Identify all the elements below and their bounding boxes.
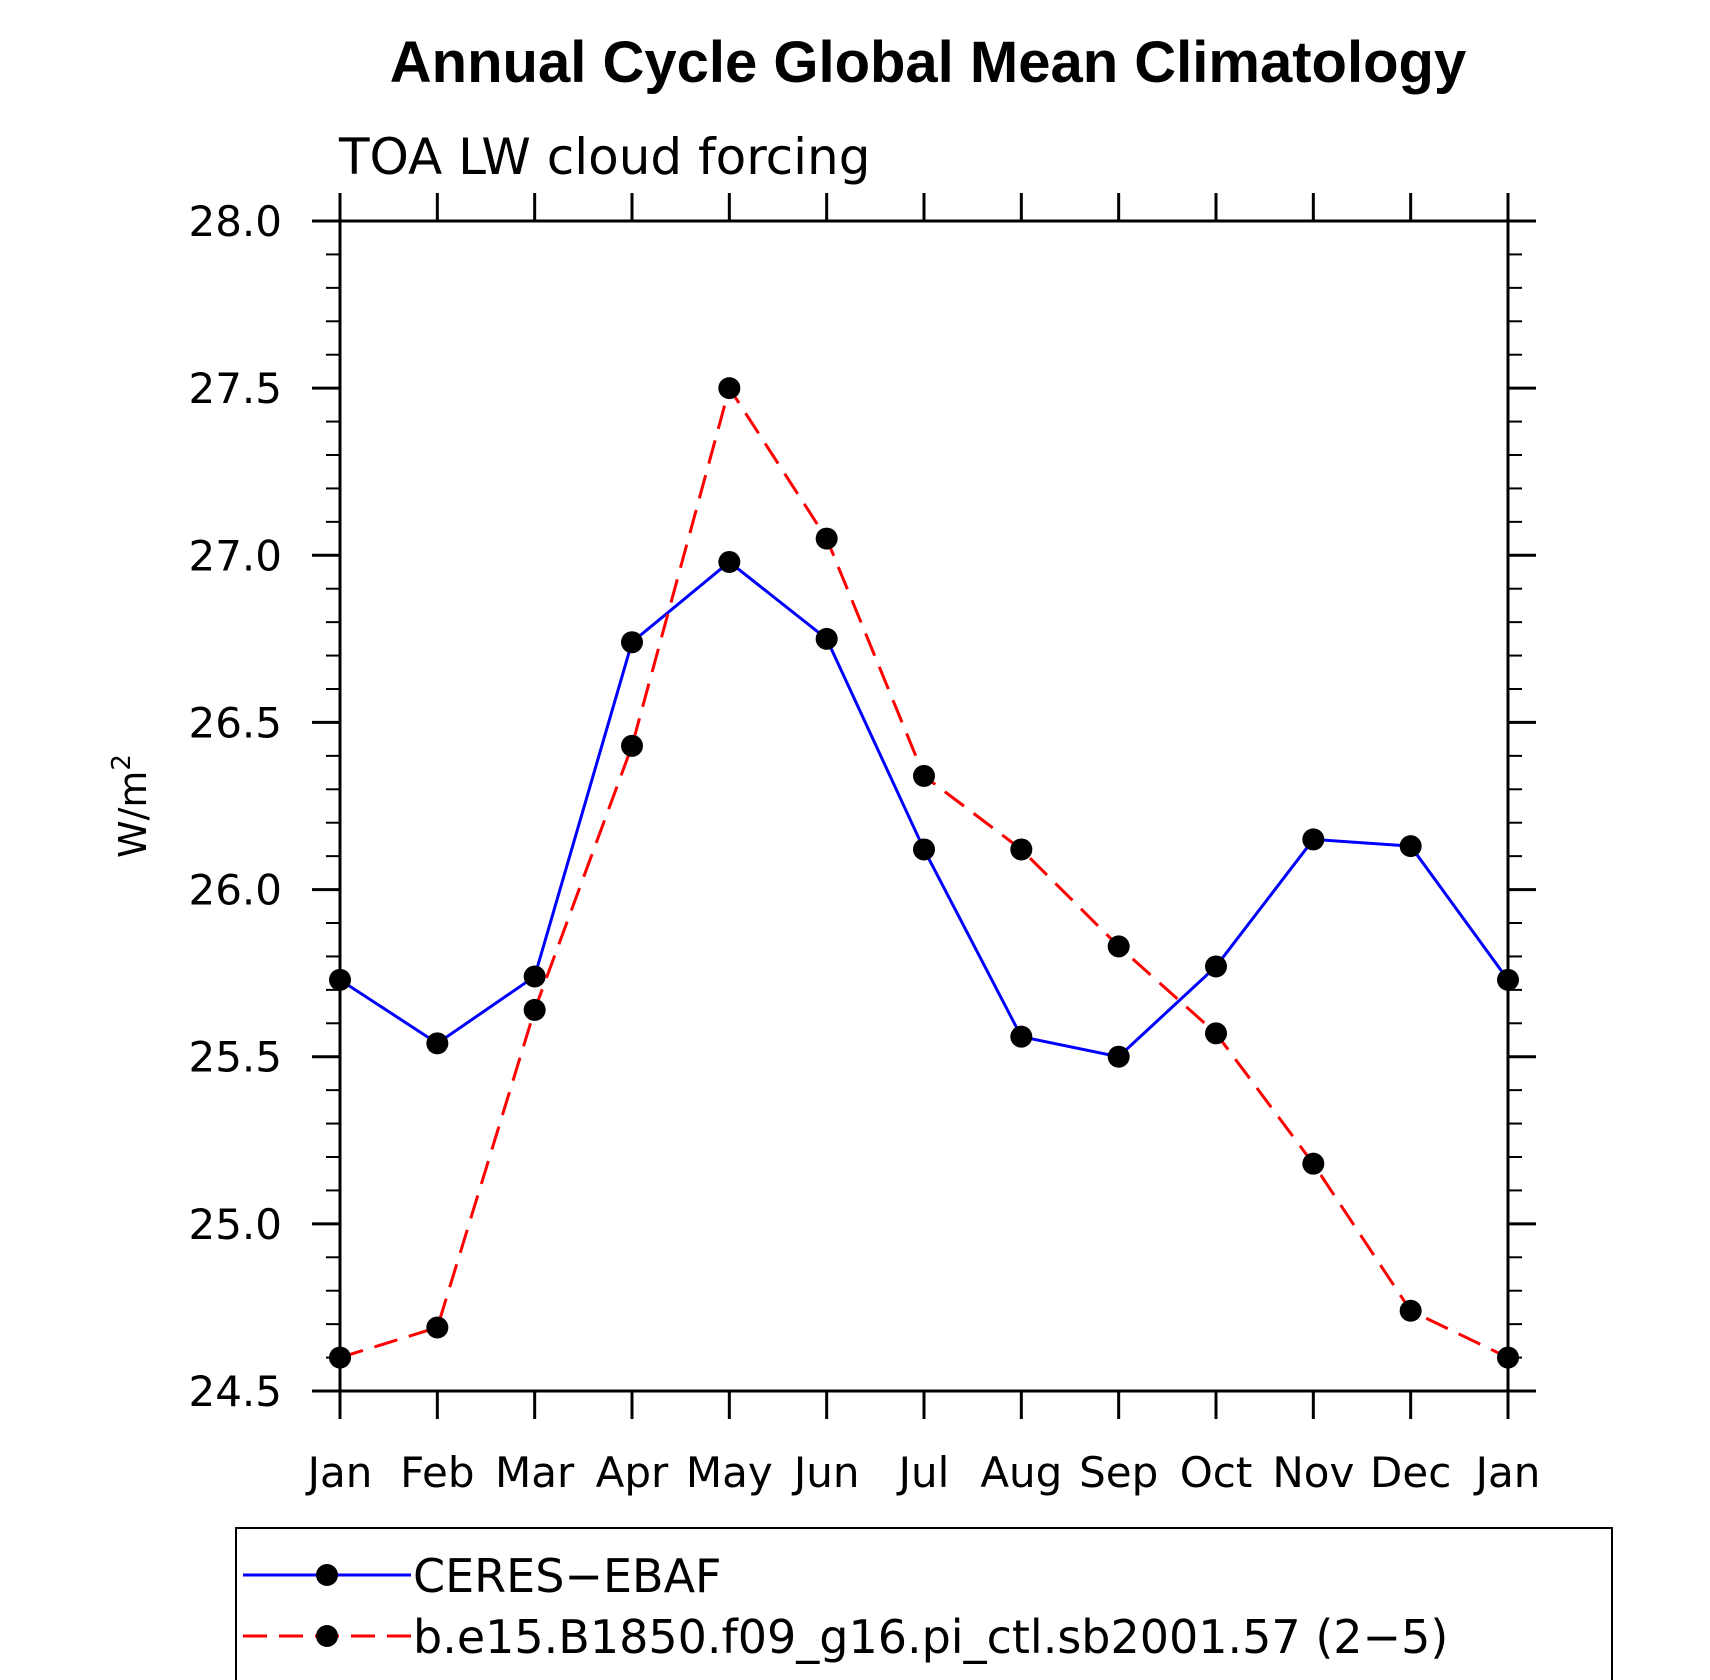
plot-frame: [338, 219, 1510, 1393]
y-tick-label: 25.0: [188, 1200, 282, 1249]
data-point: [1302, 1152, 1325, 1175]
series-line: [339, 560, 1510, 1059]
data-point: [523, 998, 546, 1021]
y-tick-label: 28.0: [188, 197, 282, 246]
data-point: [718, 550, 741, 573]
legend: CERES−EBAF b.e15.B1850.f09_g16.pi_ctl.sb2…: [235, 1527, 1613, 1680]
x-tick-label: Jan: [1473, 1448, 1541, 1497]
chart-title: Annual Cycle Global Mean Climatology: [390, 30, 1466, 95]
x-tick-label: Feb: [400, 1448, 474, 1497]
y-tick-label: 24.5: [188, 1367, 282, 1416]
legend-entry-1: CERES−EBAF: [243, 1549, 722, 1603]
x-tick-label: Nov: [1272, 1448, 1354, 1497]
series-2: [329, 377, 1519, 1369]
data-point: [329, 1346, 351, 1369]
series-line: [339, 384, 1509, 1360]
y-axis-label-superscript: 2: [107, 754, 137, 771]
plot-area: 24.5 25.0 25.5 26.0 26.5 27.0 27.5 28.0 Jan Feb M…: [188, 193, 1540, 1497]
data-point: [1497, 968, 1519, 991]
data-point: [523, 965, 546, 988]
data-point: [913, 764, 935, 787]
legend-entries: CERES−EBAF b.e15.B1850.f09_g16.pi_ctl.sb2…: [243, 1549, 1448, 1664]
x-tick-label: Apr: [596, 1448, 669, 1497]
data-point: [1497, 1346, 1519, 1369]
y-tick-label: 25.5: [188, 1033, 282, 1082]
legend-entry-2: b.e15.B1850.f09_g16.pi_ctl.sb2001.57 (2−…: [243, 1610, 1448, 1664]
data-point: [1010, 838, 1033, 861]
data-point: [1399, 835, 1422, 858]
legend-label: CERES−EBAF: [413, 1549, 722, 1603]
chart-subtitle: TOA LW cloud forcing: [338, 128, 870, 186]
y-tick-label: 26.0: [188, 866, 282, 915]
legend-box: [235, 1527, 1613, 1680]
x-tick-label: Aug: [980, 1448, 1062, 1497]
data-point: [815, 527, 838, 550]
x-tick-label: May: [686, 1448, 773, 1497]
y-axis-label-unit: W/m: [111, 771, 155, 858]
legend-marker: [316, 1625, 338, 1647]
x-tick-label: Dec: [1370, 1448, 1451, 1497]
data-point: [426, 1032, 449, 1055]
data-point: [1107, 935, 1130, 958]
x-tick-label: Oct: [1180, 1448, 1253, 1497]
x-tick-label: Mar: [495, 1448, 575, 1497]
legend-label: b.e15.B1850.f09_g16.pi_ctl.sb2001.57 (2−…: [413, 1610, 1448, 1664]
x-tick-label: Sep: [1079, 1448, 1158, 1497]
series-1: [329, 550, 1519, 1068]
minor-ticks: [326, 220, 1522, 1392]
data-point: [621, 734, 643, 757]
data-point: [621, 631, 643, 654]
data-point: [1205, 1022, 1227, 1045]
x-axis: Jan Feb Mar Apr May Jun Jul Aug Sep Oct Nov Dec Jan: [305, 193, 1541, 1497]
y-tick-label: 27.5: [188, 364, 282, 413]
data-point: [815, 627, 838, 650]
data-point: [1302, 828, 1325, 851]
legend-marker: [316, 1564, 338, 1586]
data-point: [1010, 1025, 1033, 1048]
data-point: [718, 377, 741, 400]
series-layer: [329, 377, 1519, 1369]
y-tick-label: 26.5: [188, 698, 282, 747]
x-tick-label: Jun: [791, 1448, 860, 1497]
data-point: [1107, 1045, 1130, 1068]
data-point: [1399, 1299, 1422, 1322]
data-point: [426, 1316, 449, 1339]
data-point: [1205, 955, 1227, 978]
data-point: [329, 968, 351, 991]
x-tick-label: Jan: [305, 1448, 373, 1497]
data-point: [913, 838, 935, 861]
y-tick-label: 27.0: [188, 531, 282, 580]
y-axis-label: W/m2: [107, 754, 155, 858]
y-axis: 24.5 25.0 25.5 26.0 26.5 27.0 27.5 28.0: [188, 197, 1536, 1416]
x-tick-label: Jul: [896, 1448, 950, 1497]
